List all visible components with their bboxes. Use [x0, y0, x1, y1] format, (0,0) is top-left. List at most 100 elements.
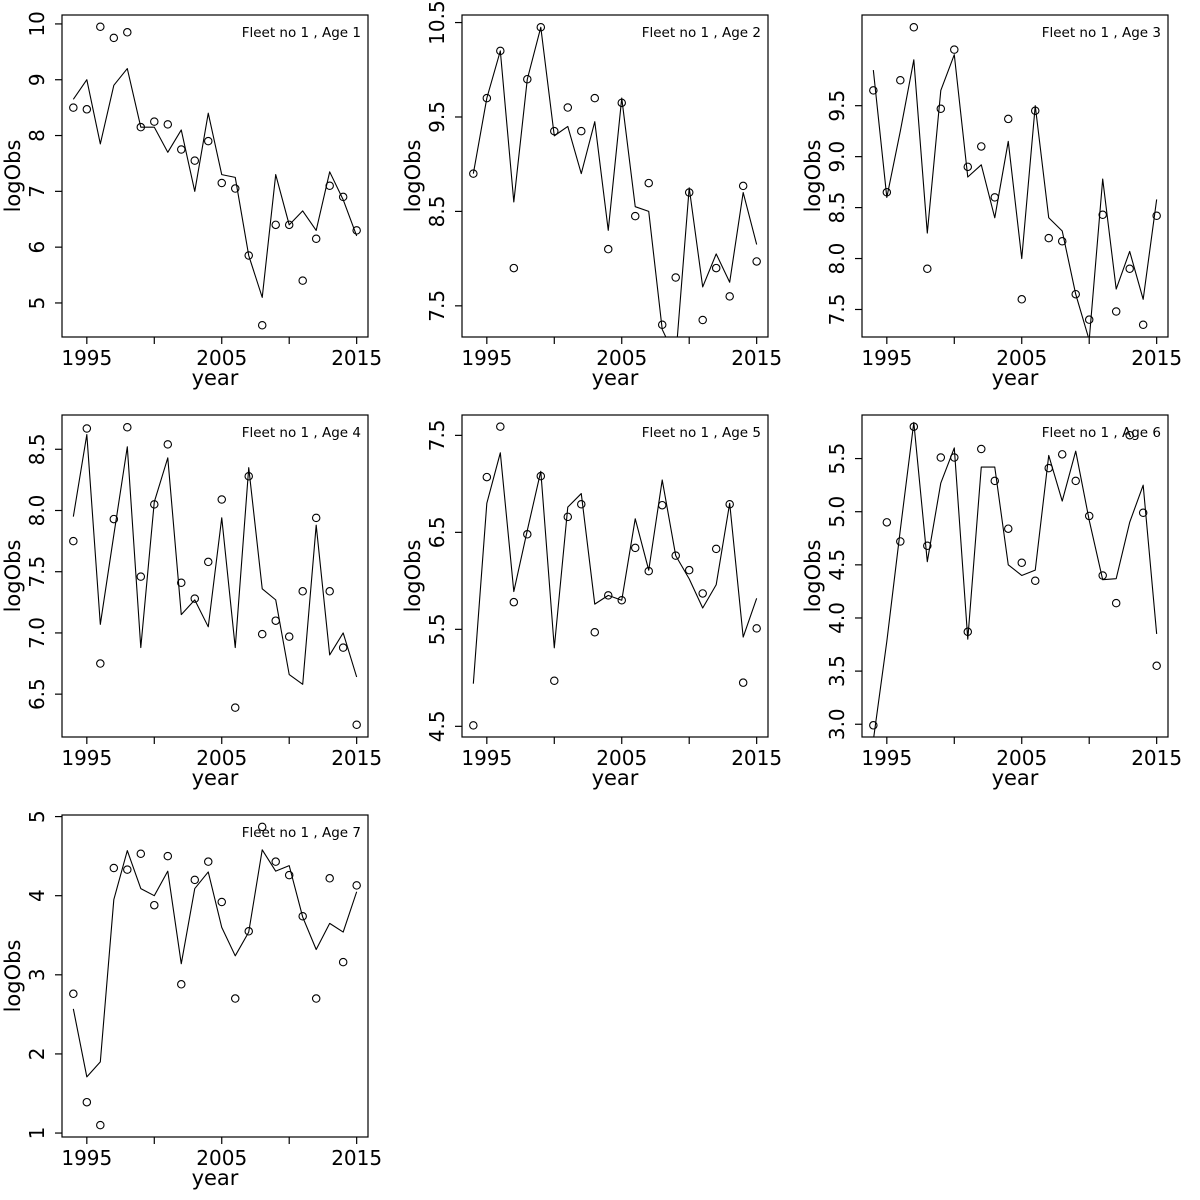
observation-point [284, 220, 294, 230]
observation-point [882, 188, 892, 197]
observation-point [96, 1120, 105, 1130]
data-layer [69, 822, 361, 1130]
y-tick-label: 3.0 [825, 708, 849, 740]
observation-point [923, 264, 932, 273]
observation-point [963, 162, 973, 172]
x-tick-label: 2005 [596, 746, 647, 770]
x-axis-title: year [992, 766, 1039, 790]
observation-point [96, 659, 105, 668]
observation-point [671, 273, 680, 282]
observation-point [284, 632, 294, 641]
observation-point [896, 537, 905, 546]
observation-point [536, 471, 546, 481]
observation-point [190, 875, 200, 885]
observation-point [109, 863, 119, 873]
observation-point [150, 117, 159, 126]
observation-point [1125, 264, 1134, 273]
observation-point [325, 874, 334, 883]
observation-point [82, 105, 92, 114]
y-tick-label: 4.5 [425, 710, 449, 742]
y-tick-label: 5 [25, 810, 49, 823]
x-axis-title: year [992, 366, 1039, 390]
y-axis-title: logObs [801, 540, 825, 613]
observation-point [1044, 463, 1053, 473]
y-tick-label: 7.5 [825, 294, 849, 326]
y-tick-label: 9 [25, 73, 49, 86]
observation-point [244, 927, 253, 936]
observation-point [563, 103, 573, 112]
observation-point [990, 476, 1000, 486]
observation-point [190, 594, 200, 603]
observation-point [338, 643, 348, 652]
observation-point [190, 156, 200, 165]
plot-box [461, 414, 769, 738]
observation-point [150, 900, 159, 910]
y-axis-title: logObs [1, 540, 25, 613]
x-tick-label: 1995 [861, 746, 912, 770]
y-tick-label: 5.0 [825, 496, 849, 528]
y-tick-label: 7 [25, 185, 49, 198]
y-tick-label: 4.0 [825, 602, 849, 634]
y-tick-label: 10.5 [425, 0, 449, 45]
observation-point [136, 572, 146, 581]
fit-line [72, 68, 358, 298]
observation-point [963, 627, 973, 637]
x-tick-label: 1995 [461, 746, 512, 770]
observation-point [725, 292, 734, 301]
observation-point [738, 181, 748, 191]
y-axis-title: logObs [1, 140, 25, 213]
x-axis-title: year [592, 766, 639, 790]
observation-point [496, 46, 505, 56]
observation-point [590, 93, 600, 103]
data-layer [869, 22, 1161, 337]
chart-panel: 1995 2005 2015 year 1 2 3 4 5 logObs Fleet no 1 , … [1, 810, 382, 1190]
observation-point [657, 500, 667, 510]
observation-point [150, 500, 159, 509]
x-tick-label: 2005 [996, 746, 1047, 770]
observation-point [977, 142, 986, 151]
observation-point [1057, 236, 1067, 246]
observation-point [311, 994, 321, 1003]
observation-point [1030, 576, 1040, 586]
x-tick-label: 1995 [61, 1146, 112, 1170]
observation-point [271, 857, 280, 866]
x-axis-title: year [592, 366, 639, 390]
panel-title: Fleet no 1 , Age 3 [1042, 25, 1161, 41]
observation-point [1071, 476, 1080, 486]
observation-point [1044, 233, 1053, 243]
observation-point [230, 184, 240, 193]
observation-point [163, 120, 173, 129]
fit-line [72, 849, 358, 1078]
observation-point [217, 178, 226, 188]
observation-point [244, 471, 253, 481]
y-tick-label: 8.5 [825, 192, 849, 224]
observation-point [338, 192, 348, 202]
observation-point [163, 851, 173, 861]
observation-point [738, 678, 748, 687]
observation-point [298, 587, 307, 596]
observation-point [311, 234, 321, 244]
observation-point [257, 629, 267, 639]
observation-point [257, 822, 267, 832]
y-axis-title: logObs [801, 140, 825, 213]
observation-point [482, 472, 492, 482]
observation-point [711, 263, 721, 273]
plot-box [461, 14, 769, 338]
observation-point [204, 136, 213, 146]
observation-point [1017, 558, 1026, 567]
observation-point [509, 597, 519, 607]
panel-title: Fleet no 1 , Age 2 [642, 25, 761, 41]
observation-point [469, 169, 478, 178]
y-tick-label: 8 [25, 129, 49, 142]
observation-point [298, 276, 307, 285]
observation-point [711, 544, 721, 554]
observation-point [644, 178, 653, 188]
observation-point [325, 181, 334, 191]
data-layer [469, 23, 761, 337]
y-tick-label: 7.5 [425, 290, 449, 322]
y-tick-label: 7.5 [25, 556, 49, 588]
observation-point [338, 957, 348, 967]
observation-point [1111, 307, 1121, 316]
y-tick-label: 4.5 [825, 549, 849, 581]
